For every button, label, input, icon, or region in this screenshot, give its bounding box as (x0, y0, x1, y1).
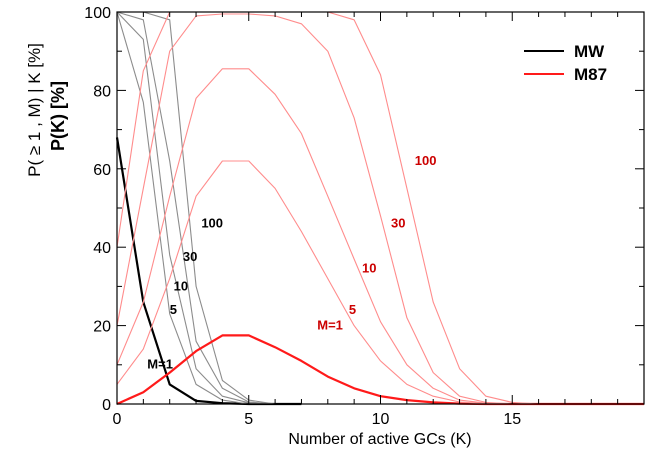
series-label-layer: M=1 5 10 30 100 M=1 5 10 30 100 (147, 153, 436, 372)
series-layer (115, 11, 644, 406)
series-label-mw-30: 30 (183, 249, 197, 264)
legend: MW M87 (524, 42, 607, 84)
x-tick-label: 0 (113, 411, 122, 428)
series-label-m87-5: 5 (349, 302, 356, 317)
plot-frame (116, 11, 645, 405)
y-axis-label-primary: P(K) [%] (48, 81, 68, 151)
x-axis-label: Number of active GCs (K) (288, 431, 471, 448)
series-line-m87-30 (116, 13, 644, 405)
y-tick-label: 20 (93, 319, 111, 336)
y-tick-label: 40 (93, 240, 111, 257)
y-axis-label-secondary: P( ≥ 1 , M) | K [%] (25, 43, 44, 177)
legend-label-mw: MW (574, 42, 605, 61)
tick-label-layer: 0 5 10 15 0 20 40 60 80 100 (84, 5, 521, 428)
legend-label-m87: M87 (574, 65, 607, 84)
series-label-m87-10: 10 (362, 261, 376, 276)
x-tick-label: 10 (372, 411, 390, 428)
series-label-mw-m-1: M=1 (147, 357, 173, 372)
y-tick-label: 100 (84, 5, 111, 22)
series-line-m87-100 (116, 11, 644, 405)
x-tick-label: 5 (244, 411, 253, 428)
series-label-mw-5: 5 (170, 302, 177, 317)
series-label-mw-100: 100 (201, 216, 223, 231)
y-tick-label: 60 (93, 162, 111, 179)
series-label-m87-m-1: M=1 (317, 318, 343, 333)
tick-layer (116, 11, 645, 405)
y-tick-label: 80 (93, 83, 111, 100)
series-line-m87-10 (116, 68, 644, 405)
series-label-m87-30: 30 (391, 216, 405, 231)
series-line-m87-m-1 (116, 334, 644, 406)
x-tick-label: 15 (503, 411, 521, 428)
series-label-m87-100: 100 (415, 153, 437, 168)
series-label-mw-10: 10 (174, 278, 188, 293)
y-tick-label: 0 (102, 397, 111, 414)
series-line-mw-100 (117, 11, 302, 405)
